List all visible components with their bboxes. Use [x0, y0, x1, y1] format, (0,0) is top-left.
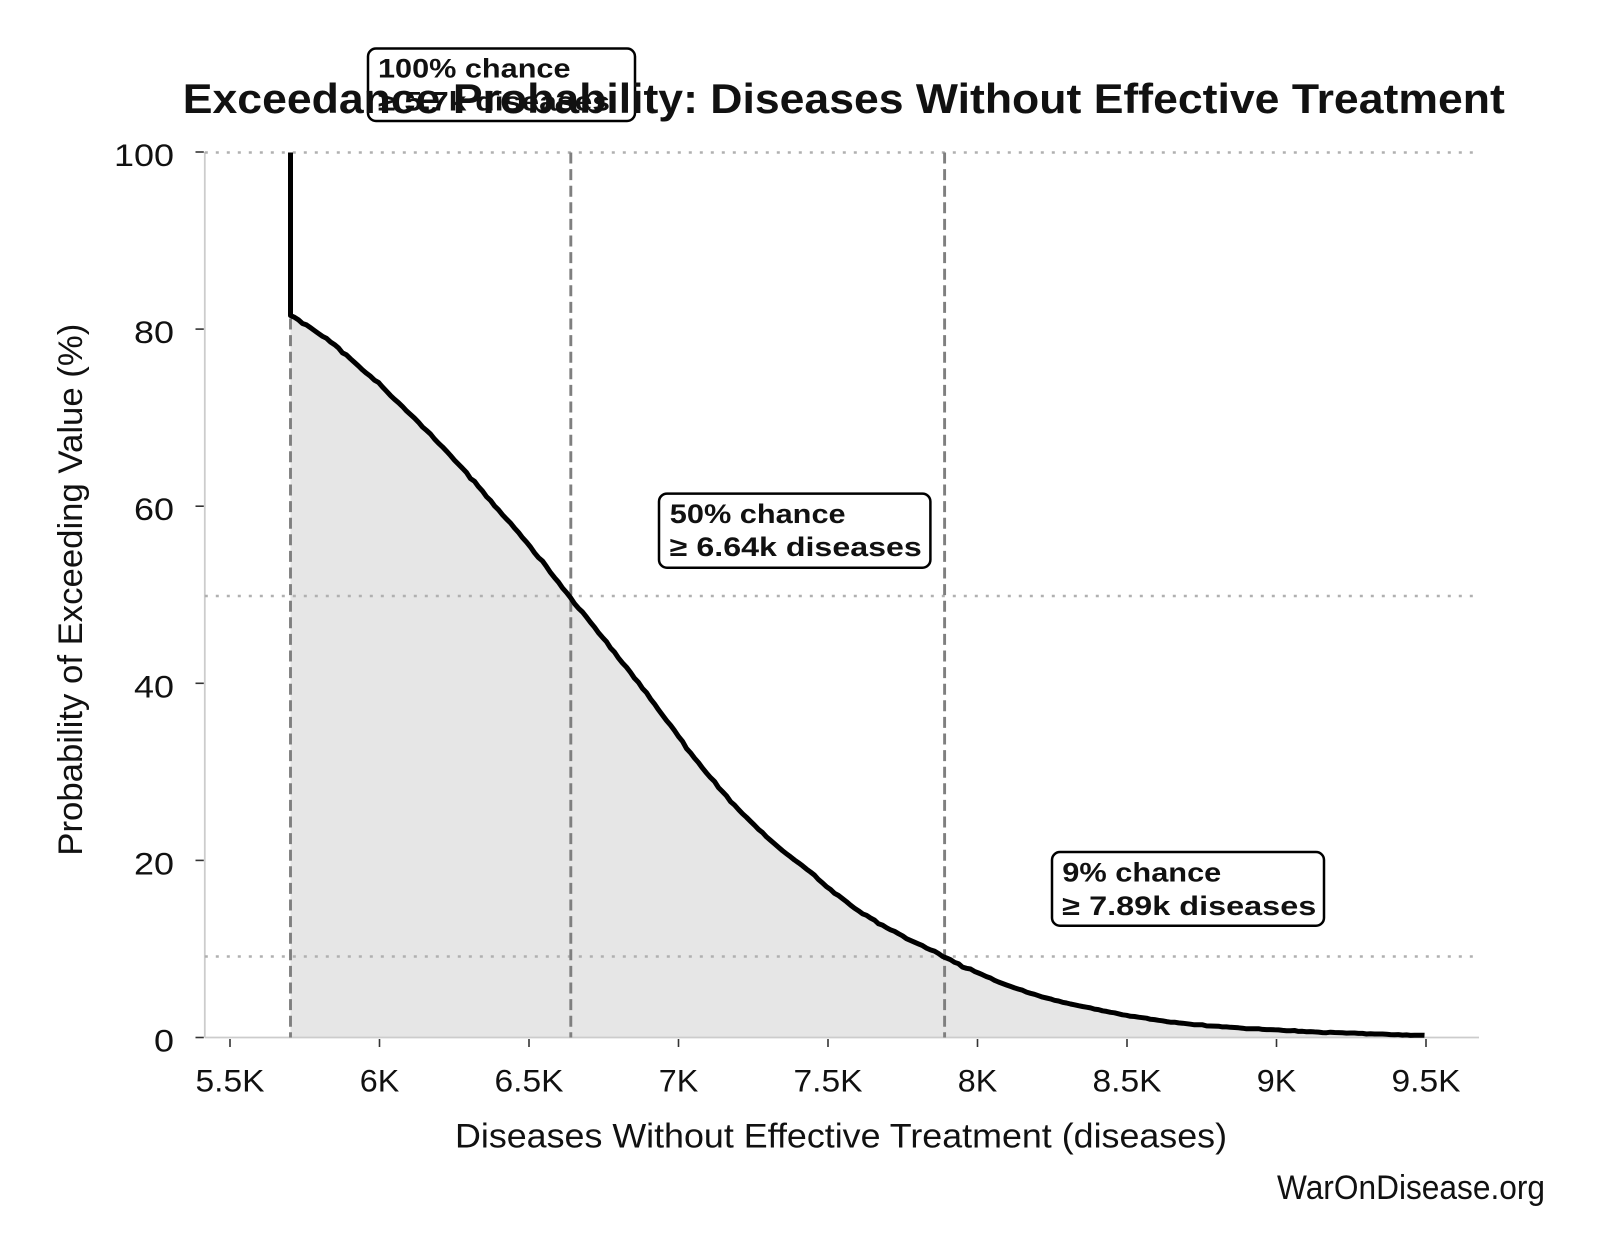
svg-text:0: 0	[154, 1023, 174, 1059]
svg-text:80: 80	[134, 314, 174, 350]
svg-text:Exceedance Probability: Diseas: Exceedance Probability: Diseases Without…	[183, 75, 1505, 122]
svg-text:40: 40	[134, 668, 174, 704]
svg-text:7.5K: 7.5K	[794, 1062, 863, 1098]
svg-text:9.5K: 9.5K	[1392, 1062, 1461, 1098]
svg-text:9% chance: 9% chance	[1062, 858, 1221, 888]
svg-text:6K: 6K	[360, 1062, 400, 1098]
svg-text:Diseases Without Effective Tre: Diseases Without Effective Treatment (di…	[455, 1117, 1227, 1155]
svg-text:100% chance: 100% chance	[378, 53, 571, 83]
svg-text:60: 60	[134, 491, 174, 527]
svg-text:50% chance: 50% chance	[670, 499, 846, 529]
svg-text:Probability of Exceeding Value: Probability of Exceeding Value (%)	[52, 324, 90, 856]
svg-text:6.5K: 6.5K	[495, 1062, 564, 1098]
svg-text:8.5K: 8.5K	[1093, 1062, 1162, 1098]
svg-text:WarOnDisease.org: WarOnDisease.org	[1277, 1169, 1545, 1207]
svg-text:100: 100	[114, 137, 174, 173]
svg-text:≥ 5.7k diseases: ≥ 5.7k diseases	[378, 87, 610, 117]
svg-text:20: 20	[134, 845, 174, 881]
svg-text:5.5K: 5.5K	[196, 1062, 265, 1098]
svg-text:≥ 6.64k diseases: ≥ 6.64k diseases	[670, 532, 922, 562]
svg-text:≥ 7.89k diseases: ≥ 7.89k diseases	[1062, 891, 1316, 921]
svg-text:7K: 7K	[659, 1062, 699, 1098]
svg-text:8K: 8K	[958, 1062, 998, 1098]
svg-text:9K: 9K	[1257, 1062, 1297, 1098]
